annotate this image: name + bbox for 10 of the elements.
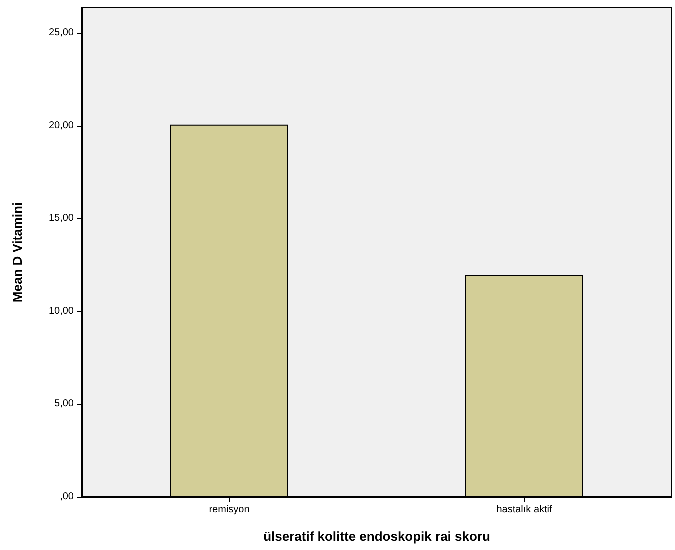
x-tick-label: hastalık aktif: [496, 504, 553, 516]
x-axis-title: ülseratif kolitte endoskopik rai skoru: [264, 529, 490, 544]
y-tick-label: 25,00: [48, 28, 74, 39]
y-tick-label: 5,00: [54, 398, 74, 410]
x-tick-label: remisyon: [209, 504, 250, 516]
y-tick-label: ,00: [60, 492, 74, 502]
y-tick-label: 10,00: [48, 306, 74, 317]
y-tick-label: 15,00: [48, 213, 74, 224]
y-axis-title: Mean D Vitamini: [10, 202, 25, 303]
y-tick-label: 20,00: [48, 120, 74, 132]
